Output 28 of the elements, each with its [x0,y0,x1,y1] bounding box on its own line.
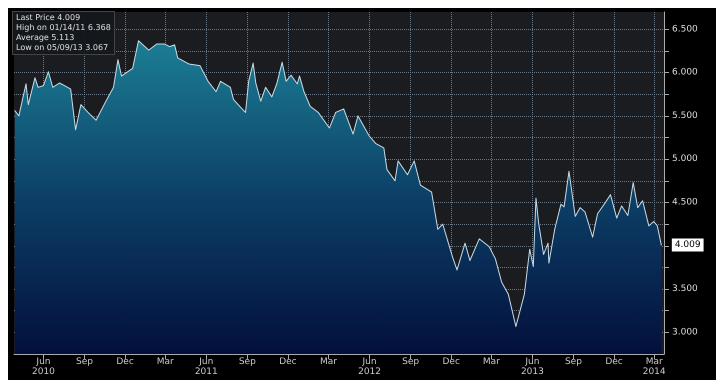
x-tick-label: Mar [156,357,174,367]
x-tick-label: Dec [442,357,460,367]
x-tick-label: Mar [320,357,338,367]
annotation: 4.009 [674,240,701,250]
x-tick-label: Sep [402,357,420,367]
y-tick-label: 3.000 [672,327,698,338]
x-tick-label: Sep [564,357,582,367]
y-tick-label: 5.000 [672,154,698,164]
annotation: Low on 05/09/13 3.067 [16,43,110,53]
x-tick-label: Dec [279,357,297,367]
annotation: High on 01/14/11 6.368 [16,23,111,33]
y-tick-label: 6.000 [672,68,698,78]
x-tick-label: Dec [605,357,623,367]
x-tick-label: Mar [482,357,500,367]
y-tick-label: 5.500 [672,110,698,121]
x-tick-label: Jun 2012 [358,357,382,377]
y-tick-label: 4.500 [672,197,698,208]
x-tick-label: Jun 2010 [32,357,56,377]
annotation: Average 5.113 [16,33,76,43]
annotation: Last Price 4.009 [16,13,82,23]
y-tick-label: 3.500 [672,284,698,294]
x-tick-label: Jun 2011 [194,357,218,377]
x-tick-label: Jun 2013 [520,357,544,377]
x-tick-label: Sep [76,357,94,367]
y-tick-label: 6.500 [672,24,698,34]
x-tick-label: Mar 2014 [642,357,666,377]
x-tick-label: Dec [116,357,134,367]
x-tick-label: Sep [238,357,256,367]
